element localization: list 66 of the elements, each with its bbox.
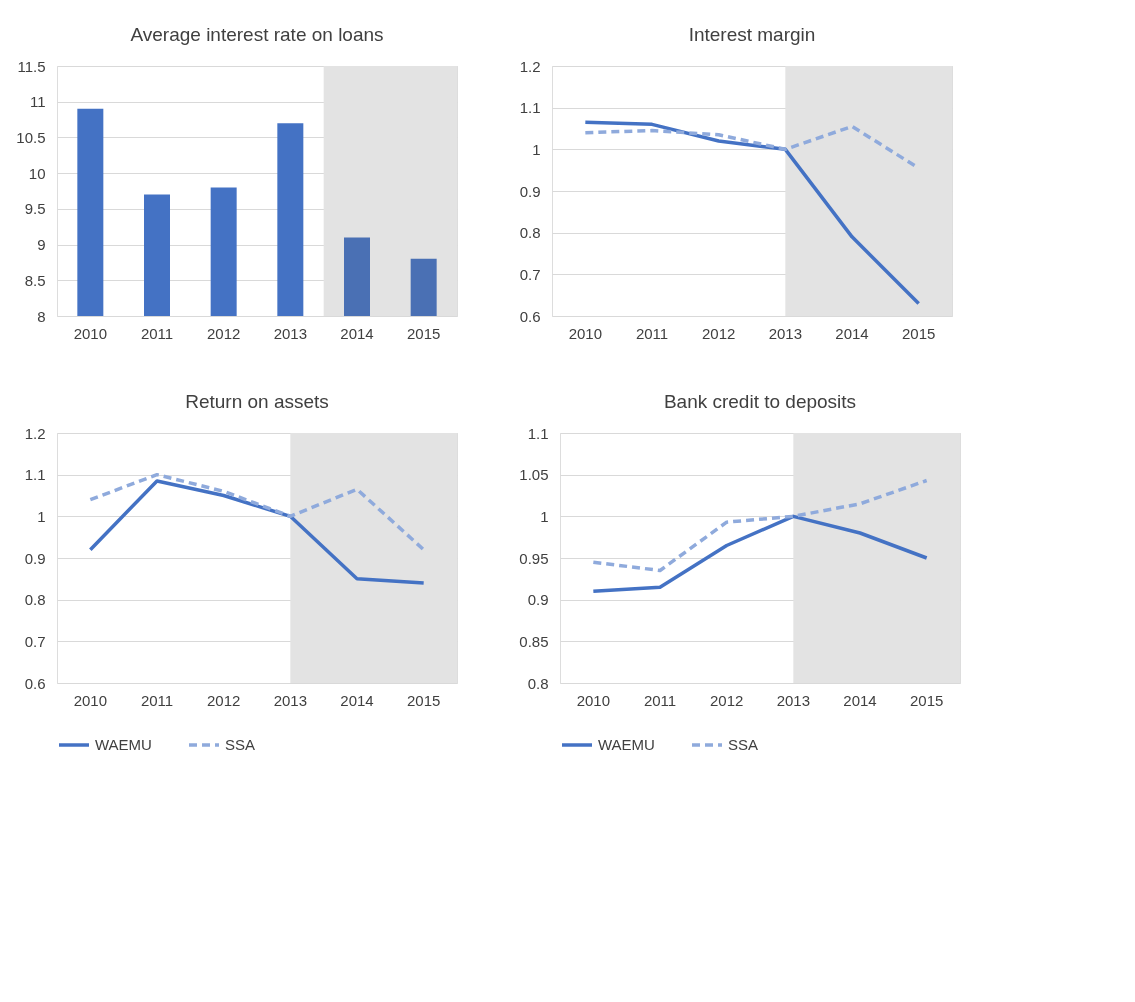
x-tick-label: 2012 bbox=[206, 324, 241, 342]
x-tick-label: 2014 bbox=[340, 691, 374, 709]
y-tick-label: 1.2 bbox=[519, 57, 541, 75]
x-tick-label: 2015 bbox=[406, 691, 441, 709]
x-tick-label: 2010 bbox=[73, 324, 108, 342]
y-tick-label: 9.5 bbox=[24, 200, 46, 218]
x-tick-label: 2010 bbox=[73, 691, 108, 709]
y-tick-label: 0.9 bbox=[24, 549, 46, 567]
y-tick-label: 0.7 bbox=[24, 632, 46, 650]
y-tick-label: 1.2 bbox=[24, 424, 46, 442]
y-tick-label: 10 bbox=[28, 164, 46, 182]
chart-title: Interest margin bbox=[688, 24, 816, 45]
x-tick-label: 2015 bbox=[406, 324, 441, 342]
y-tick-label: 1.05 bbox=[519, 466, 549, 484]
y-tick-label: 0.95 bbox=[519, 549, 549, 567]
x-tick-label: 2011 bbox=[635, 324, 669, 342]
y-tick-label: 0.9 bbox=[527, 591, 549, 609]
legend-label: WAEMU bbox=[598, 736, 655, 753]
chart-title: Bank credit to deposits bbox=[663, 391, 857, 412]
y-tick-label: 0.7 bbox=[519, 265, 541, 283]
line-series bbox=[88, 472, 426, 552]
x-tick-label: 2010 bbox=[568, 324, 603, 342]
x-tick-label: 2014 bbox=[340, 324, 374, 342]
y-tick-label: 1 bbox=[532, 140, 541, 158]
x-tick-label: 2014 bbox=[843, 691, 877, 709]
y-tick-label: 0.8 bbox=[519, 224, 541, 242]
x-tick-label: 2013 bbox=[273, 691, 308, 709]
x-tick-label: 2012 bbox=[701, 324, 736, 342]
legend-label: SSA bbox=[225, 736, 256, 753]
x-tick-label: 2011 bbox=[140, 324, 174, 342]
y-tick-label: 8.5 bbox=[24, 271, 46, 289]
x-tick-label: 2013 bbox=[273, 324, 308, 342]
y-tick-label: 0.9 bbox=[519, 182, 541, 200]
y-tick-label: 1 bbox=[37, 507, 46, 525]
x-tick-label: 2013 bbox=[768, 324, 803, 342]
x-tick-label: 2013 bbox=[776, 691, 811, 709]
x-tick-label: 2010 bbox=[576, 691, 611, 709]
line-series bbox=[591, 514, 929, 594]
y-tick-label: 8 bbox=[37, 307, 46, 325]
y-tick-label: 0.6 bbox=[24, 674, 46, 692]
y-tick-label: 0.85 bbox=[519, 632, 549, 650]
x-tick-label: 2015 bbox=[909, 691, 944, 709]
y-tick-label: 1 bbox=[540, 507, 549, 525]
x-tick-label: 2011 bbox=[140, 691, 174, 709]
chart-title: Return on assets bbox=[185, 391, 329, 412]
y-tick-label: 0.8 bbox=[24, 591, 46, 609]
y-tick-label: 1.1 bbox=[24, 466, 46, 484]
y-tick-label: 1.1 bbox=[527, 424, 549, 442]
y-tick-label: 11 bbox=[29, 93, 46, 111]
y-tick-label: 1.1 bbox=[519, 99, 541, 117]
x-tick-label: 2011 bbox=[643, 691, 677, 709]
legend-label: SSA bbox=[728, 736, 759, 753]
x-tick-label: 2014 bbox=[835, 324, 869, 342]
x-tick-label: 2012 bbox=[206, 691, 241, 709]
x-tick-label: 2012 bbox=[709, 691, 744, 709]
legend-label: WAEMU bbox=[95, 736, 152, 753]
y-tick-label: 10.5 bbox=[16, 128, 46, 146]
y-tick-label: 0.6 bbox=[519, 307, 541, 325]
line-series bbox=[583, 120, 921, 306]
line-series bbox=[88, 479, 426, 585]
y-tick-label: 9 bbox=[37, 236, 46, 254]
y-tick-label: 11.5 bbox=[17, 57, 46, 75]
y-tick-label: 0.8 bbox=[527, 674, 549, 692]
line-series bbox=[591, 478, 929, 573]
x-tick-label: 2015 bbox=[901, 324, 936, 342]
chart-title: Average interest rate on loans bbox=[130, 24, 384, 45]
